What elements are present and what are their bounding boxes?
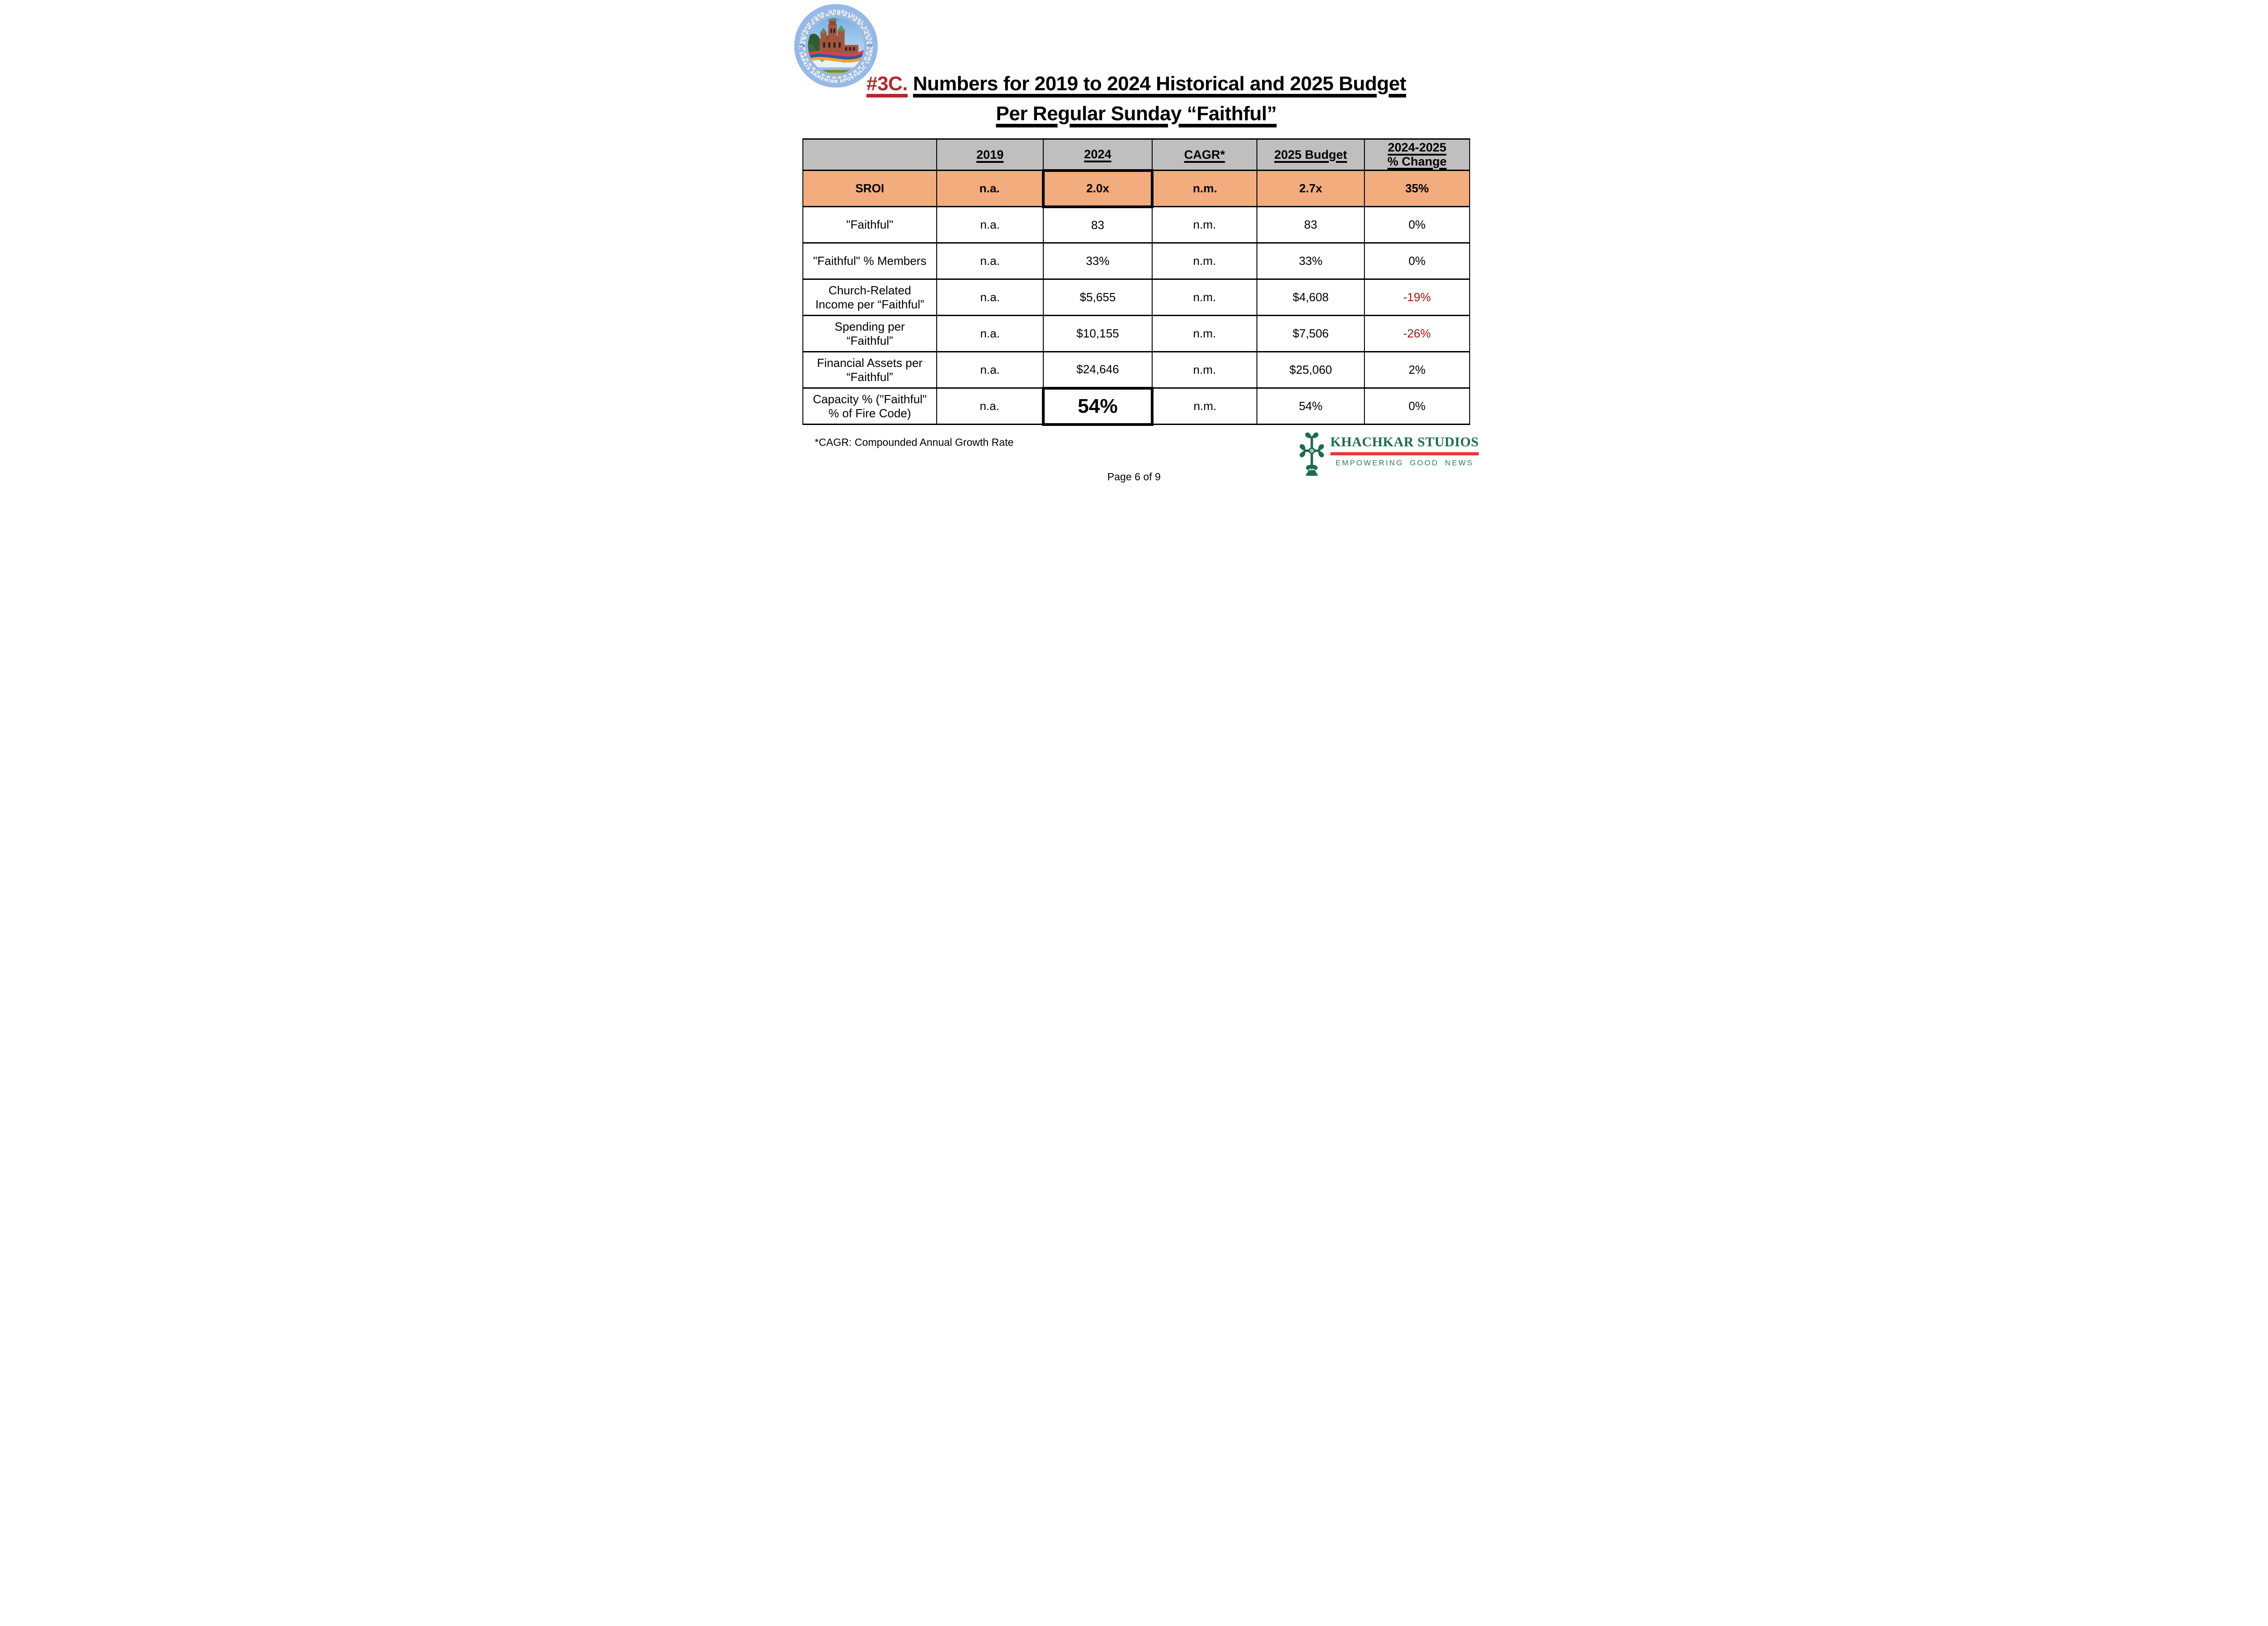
table-row-faithful-members: "Faithful" % Members n.a. 33% n.m. 33% 0…: [802, 242, 1470, 280]
cell-members-2024: 33%: [1043, 242, 1153, 280]
cell-members-change: 0%: [1364, 242, 1470, 280]
cell-income-2019: n.a.: [936, 278, 1044, 316]
title-prefix: #3C.: [866, 73, 908, 95]
cell-income-change-negative: -19%: [1364, 278, 1470, 316]
khachkar-studios-logo: KHACHKAR STUDIOS EMPOWERING GOOD NEWS: [1299, 428, 1479, 480]
table-row-sroi: SROI n.a. 2.0x n.m. 2.7x 35%: [802, 169, 1470, 208]
studio-tagline: EMPOWERING GOOD NEWS: [1335, 459, 1474, 467]
header-2025-budget: 2025 Budget: [1256, 138, 1365, 171]
cell-spending-2024: $10,155: [1043, 315, 1153, 352]
slide: Ս. ՍԱՐԳԻՍ ՀԱՅՑ. ԱՌԱՔԵԼԱԿԱՆ ԵԿԵՂԵՑԻ ST. S…: [782, 0, 1486, 487]
church-seal-logo: Ս. ՍԱՐԳԻՍ ՀԱՅՑ. ԱՌԱՔԵԼԱԿԱՆ ԵԿԵՂԵՑԻ ST. S…: [793, 3, 878, 88]
row-label: Spending per “Faithful”: [802, 315, 937, 352]
left-cross-icon: [800, 43, 805, 48]
cell-capacity-cagr: n.m.: [1152, 387, 1257, 425]
cell-capacity-change: 0%: [1364, 387, 1470, 425]
cell-income-cagr: n.m.: [1152, 278, 1257, 316]
studio-text-block: KHACHKAR STUDIOS EMPOWERING GOOD NEWS: [1330, 428, 1479, 468]
cell-assets-2019: n.a.: [936, 351, 1044, 389]
cell-faithful-change: 0%: [1364, 206, 1470, 244]
table-row-faithful: "Faithful" n.a. 83 n.m. 83 0%: [802, 206, 1470, 244]
table-header-row: 2019 2024 CAGR* 2025 Budget 2024-2025 % …: [802, 138, 1470, 171]
cell-sroi-cagr: n.m.: [1152, 170, 1257, 207]
row-label: "Faithful" % Members: [802, 242, 937, 280]
cell-spending-change-negative: -26%: [1364, 315, 1470, 352]
cell-spending-budget: $7,506: [1256, 315, 1365, 352]
page-number: Page 6 of 9: [1107, 471, 1161, 483]
header-blank-cell: [802, 138, 937, 171]
cell-sroi-change: 35%: [1364, 170, 1470, 207]
cell-members-budget: 33%: [1256, 242, 1365, 280]
cagr-footnote: *CAGR: Compounded Annual Growth Rate: [815, 436, 1014, 448]
cell-faithful-2024: 83: [1043, 206, 1153, 244]
cell-spending-cagr: n.m.: [1152, 315, 1257, 352]
cell-members-cagr: n.m.: [1152, 242, 1257, 280]
row-label: "Faithful": [802, 206, 937, 244]
row-label: Capacity % ("Faithful" % of Fire Code): [802, 387, 937, 425]
title-line-1: #3C. Numbers for 2019 to 2024 Historical…: [807, 69, 1465, 99]
cell-spending-2019: n.a.: [936, 315, 1044, 352]
table-row-income: Church-Related Income per “Faithful” n.a…: [802, 278, 1470, 316]
cell-sroi-2019: n.a.: [936, 170, 1044, 207]
table-row-assets: Financial Assets per “Faithful” n.a. $24…: [802, 351, 1470, 389]
table-row-spending: Spending per “Faithful” n.a. $10,155 n.m…: [802, 315, 1470, 352]
cell-assets-change: 2%: [1364, 351, 1470, 389]
slide-title: #3C. Numbers for 2019 to 2024 Historical…: [807, 69, 1465, 129]
title-line1-text: Numbers for 2019 to 2024 Historical and …: [913, 73, 1407, 95]
cell-assets-2024: $24,646: [1043, 351, 1153, 389]
cell-faithful-budget: 83: [1256, 206, 1365, 244]
table-row-capacity: Capacity % ("Faithful" % of Fire Code) n…: [802, 386, 1470, 426]
cell-capacity-budget: 54%: [1256, 387, 1365, 425]
row-label: Church-Related Income per “Faithful”: [802, 278, 937, 316]
cell-income-2024: $5,655: [1043, 278, 1153, 316]
studio-red-rule: [1330, 452, 1479, 455]
cell-capacity-2019: n.a.: [936, 387, 1044, 425]
cell-income-budget: $4,608: [1256, 278, 1365, 316]
cell-sroi-budget: 2.7x: [1256, 170, 1365, 207]
cell-assets-budget: $25,060: [1256, 351, 1365, 389]
header-cagr: CAGR*: [1152, 138, 1257, 171]
khachkar-cross-icon: [1299, 432, 1324, 476]
header-2019: 2019: [936, 138, 1044, 171]
metrics-table: 2019 2024 CAGR* 2025 Budget 2024-2025 % …: [802, 138, 1470, 426]
right-cross-icon: [867, 43, 872, 48]
header-change: 2024-2025 % Change: [1364, 138, 1470, 171]
studio-name: KHACHKAR STUDIOS: [1330, 435, 1479, 449]
cell-assets-cagr: n.m.: [1152, 351, 1257, 389]
cell-capacity-2024-highlight: 54%: [1042, 386, 1154, 426]
header-2024: 2024: [1043, 138, 1153, 171]
title-line2-text: Per Regular Sunday “Faithful”: [996, 103, 1277, 125]
row-label: Financial Assets per “Faithful”: [802, 351, 937, 389]
cell-faithful-cagr: n.m.: [1152, 206, 1257, 244]
cell-sroi-2024-highlight: 2.0x: [1042, 169, 1154, 208]
title-line-2: Per Regular Sunday “Faithful”: [807, 99, 1465, 129]
cell-members-2019: n.a.: [936, 242, 1044, 280]
cell-faithful-2019: n.a.: [936, 206, 1044, 244]
row-label: SROI: [802, 170, 937, 207]
